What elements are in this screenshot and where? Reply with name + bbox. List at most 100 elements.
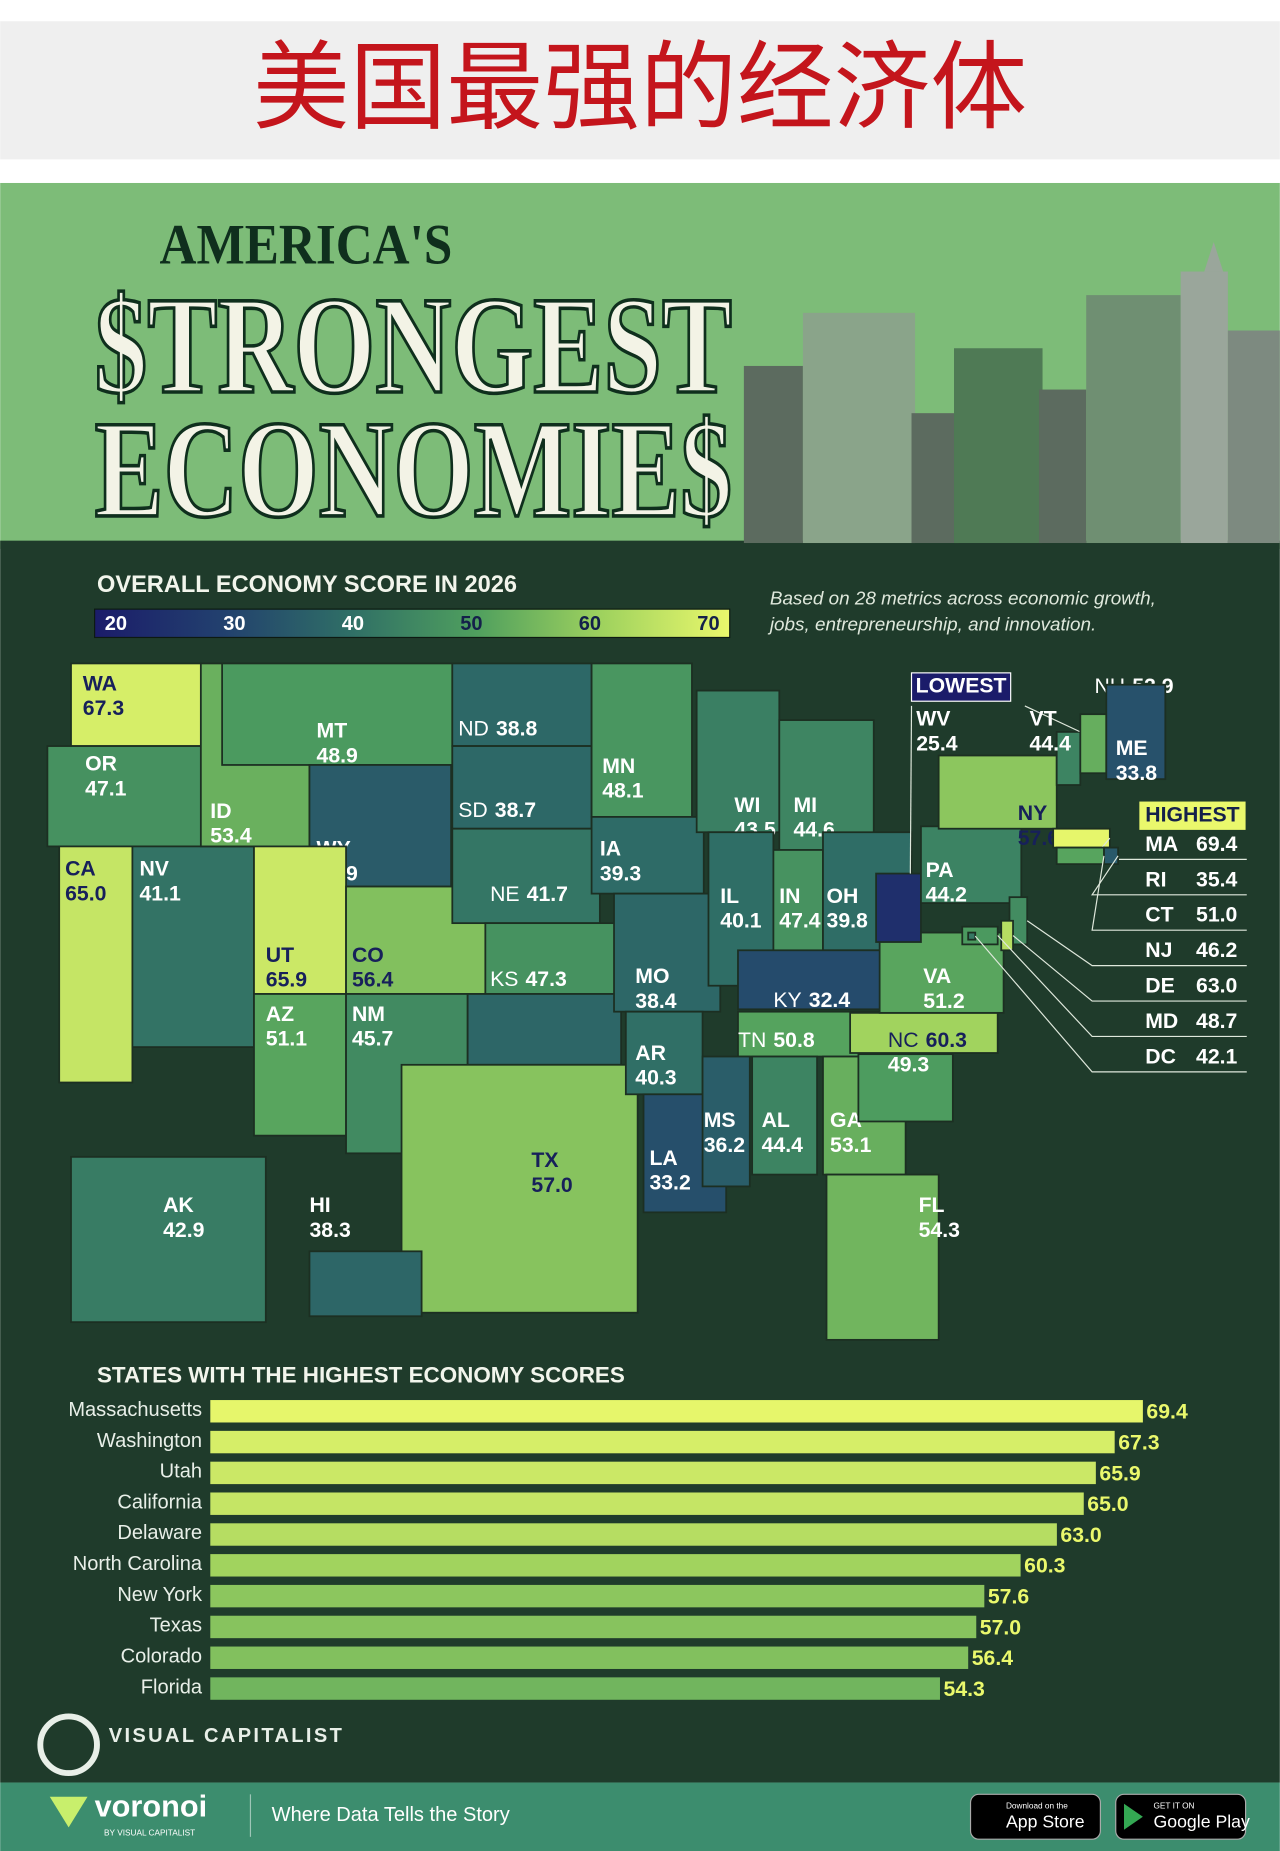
state — [253, 845, 347, 995]
state — [1103, 846, 1119, 866]
state-abbr: OH — [827, 884, 859, 908]
state-value: 67.3 — [83, 696, 125, 720]
lowest-badge — [910, 672, 1012, 702]
state-value: 38.3 — [309, 1218, 351, 1242]
state-abbr: WV — [916, 707, 951, 731]
state-abbr: AR — [635, 1041, 666, 1065]
state — [590, 816, 705, 895]
state-abbr: ME — [1116, 736, 1148, 760]
state — [1105, 683, 1167, 781]
bar-value: 69.4 — [1146, 1400, 1188, 1424]
state — [1055, 846, 1105, 866]
google-play-button[interactable] — [1115, 1793, 1247, 1840]
state-value: 44.4 — [1030, 731, 1072, 755]
state — [484, 922, 638, 995]
state-abbr: AL — [762, 1108, 790, 1132]
state-abbr: DC — [1145, 1044, 1176, 1068]
state — [857, 1053, 954, 1123]
state-value: 39.8 — [827, 909, 869, 933]
state-value: 51.0 — [1196, 903, 1237, 927]
state-value: 33.2 — [649, 1171, 690, 1195]
state-value: 65.9 — [266, 968, 308, 992]
colorbar-tick-label: 30 — [223, 613, 245, 635]
state-value: 41.7 — [527, 881, 568, 905]
bar — [210, 1400, 1143, 1423]
bar-value: 54.3 — [944, 1677, 986, 1701]
title-line: $TRONGEST — [95, 269, 732, 423]
state-abbr: FL — [919, 1193, 945, 1217]
state-value: 54.3 — [919, 1218, 961, 1242]
bar-category: Florida — [141, 1676, 203, 1698]
state-value: 38.8 — [496, 716, 538, 740]
voronoi-sub: BY VISUAL CAPITALIST — [104, 1828, 195, 1837]
colorbar-tick-label: 70 — [697, 613, 719, 635]
google-play-label: Google Play — [1154, 1811, 1251, 1831]
state-abbr: WA — [83, 671, 117, 695]
bar-value: 57.6 — [988, 1585, 1030, 1609]
title-line: ECONOMIE$ — [95, 393, 732, 547]
bar-category: Utah — [160, 1461, 202, 1483]
state-value: 40.3 — [635, 1066, 677, 1090]
state-abbr: NJ — [1145, 938, 1172, 962]
state — [58, 845, 134, 1084]
colorbar-tick-label: 50 — [460, 613, 482, 635]
state-abbr: VA — [923, 964, 951, 988]
state-abbr: KS — [490, 966, 518, 990]
state-value: 40.1 — [720, 909, 762, 933]
state-value: 36.2 — [704, 1133, 745, 1157]
state — [46, 745, 202, 848]
map-note: Based on 28 metrics across economic grow… — [770, 589, 1156, 610]
state — [451, 745, 593, 830]
state-value: 47.1 — [85, 776, 127, 800]
voronoi-icon — [49, 1796, 88, 1828]
state — [878, 931, 1005, 1014]
state-abbr: OR — [85, 752, 117, 776]
state-value: 25.4 — [916, 731, 958, 755]
state — [131, 845, 255, 1048]
state-value: 47.3 — [525, 966, 567, 990]
state-abbr: CT — [1145, 903, 1173, 927]
state — [400, 1063, 639, 1314]
state — [849, 1011, 999, 1054]
leader-line — [1024, 705, 1081, 733]
state-value: 44.4 — [762, 1133, 804, 1157]
leader-line — [909, 705, 913, 874]
state-abbr: TN 50.8 — [738, 1028, 815, 1052]
state-value: 53.1 — [830, 1133, 872, 1157]
state-abbr: VT — [1030, 707, 1057, 731]
state-value: 35.4 — [1196, 867, 1238, 891]
state — [701, 1055, 751, 1188]
state-abbr: KY 32.4 — [773, 988, 850, 1012]
state — [920, 825, 1023, 904]
state-abbr: NM — [352, 1002, 385, 1026]
bar — [210, 1523, 1057, 1546]
bar-value: 67.3 — [1118, 1430, 1160, 1454]
state-abbr: ND 38.8 — [458, 716, 537, 740]
state-abbr: HI — [309, 1193, 330, 1217]
app-store-button[interactable] — [969, 1793, 1101, 1840]
state — [624, 1010, 704, 1096]
map-note: jobs, entrepreneurship, and innovation. — [767, 615, 1096, 636]
skyline — [743, 241, 1280, 544]
state-value: 60.3 — [926, 1028, 968, 1052]
state-abbr: WI — [734, 793, 760, 817]
state-abbr: KS 47.3 — [490, 966, 567, 990]
state-value: 32.4 — [809, 988, 851, 1012]
state-value: 42.9 — [163, 1218, 205, 1242]
state-value: 33.8 — [1116, 761, 1158, 785]
state — [451, 827, 601, 925]
tagline: Where Data Tells the Story — [272, 1804, 510, 1826]
state — [70, 1155, 267, 1324]
state-value: 42.1 — [1196, 1044, 1238, 1068]
bar — [210, 1646, 969, 1669]
state-abbr: MO — [635, 964, 669, 988]
state-abbr: RI — [1145, 867, 1166, 891]
leader-line — [974, 935, 1247, 1073]
chart-layer: OVERALL ECONOMY SCORE IN 2026 Based on 28… — [46, 572, 1247, 1701]
bar — [210, 1677, 940, 1700]
colorbar — [94, 608, 731, 639]
leader-line — [997, 935, 1247, 1038]
state-value: 69.4 — [1196, 832, 1238, 856]
